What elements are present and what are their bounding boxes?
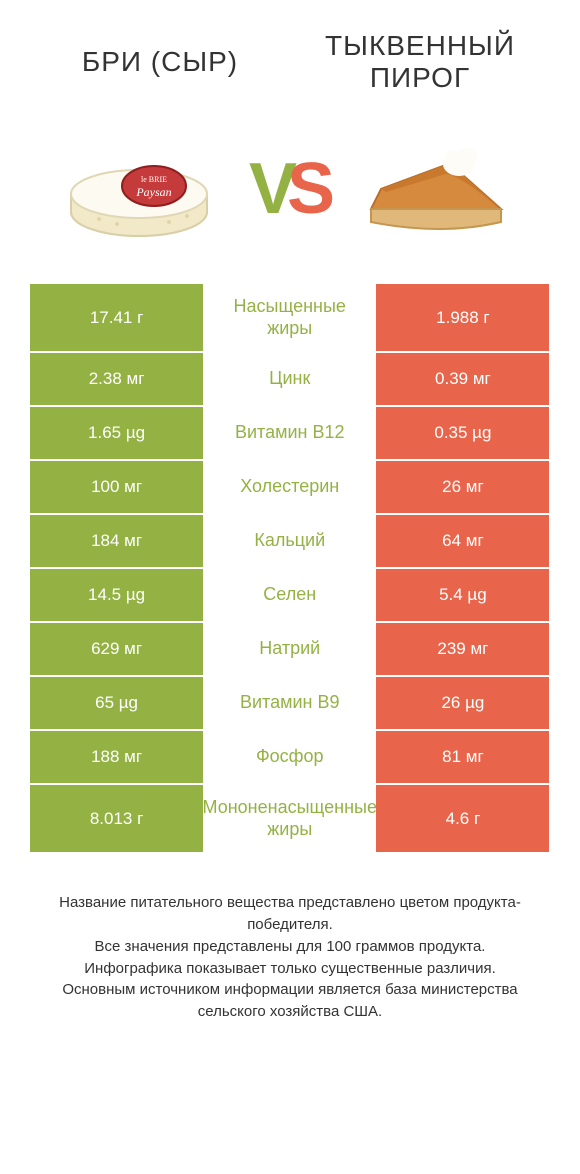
brie-image: le BRIE Paysan <box>59 124 229 254</box>
header-row: БРИ (СЫР) ТЫКВЕННЫЙ ПИРОГ <box>0 0 580 104</box>
right-value: 5.4 µg <box>376 569 549 621</box>
image-row: le BRIE Paysan V S <box>0 104 580 284</box>
right-food-title: ТЫКВЕННЫЙ ПИРОГ <box>290 30 550 94</box>
nutrient-table: 17.41 гНасыщенные жиры1.988 г2.38 мгЦинк… <box>0 284 580 852</box>
table-row: 2.38 мгЦинк0.39 мг <box>30 351 550 405</box>
table-row: 65 µgВитамин B926 µg <box>30 675 550 729</box>
footnote: Название питательного вещества представл… <box>0 852 580 1043</box>
left-value: 14.5 µg <box>30 569 203 621</box>
table-row: 629 мгНатрий239 мг <box>30 621 550 675</box>
vs-s: S <box>287 148 331 230</box>
right-value: 239 мг <box>376 623 549 675</box>
nutrient-label: Цинк <box>203 353 376 405</box>
left-value: 629 мг <box>30 623 203 675</box>
nutrient-label: Фосфор <box>203 731 376 783</box>
table-row: 188 мгФосфор81 мг <box>30 729 550 783</box>
right-value: 0.39 мг <box>376 353 549 405</box>
brie-icon: le BRIE Paysan <box>59 124 229 254</box>
vs-label: V S <box>249 148 331 230</box>
left-value: 188 мг <box>30 731 203 783</box>
table-row: 8.013 гМононенасыщенные жиры4.6 г <box>30 783 550 852</box>
nutrient-label: Кальций <box>203 515 376 567</box>
right-value: 26 мг <box>376 461 549 513</box>
left-value: 2.38 мг <box>30 353 203 405</box>
table-row: 100 мгХолестерин26 мг <box>30 459 550 513</box>
table-row: 184 мгКальций64 мг <box>30 513 550 567</box>
footnote-text: Название питательного вещества представл… <box>59 894 521 1020</box>
right-value: 4.6 г <box>376 785 549 852</box>
right-value: 81 мг <box>376 731 549 783</box>
table-row: 14.5 µgСелен5.4 µg <box>30 567 550 621</box>
left-value: 184 мг <box>30 515 203 567</box>
left-food-title: БРИ (СЫР) <box>30 46 290 78</box>
right-value: 1.988 г <box>376 284 549 351</box>
svg-text:Paysan: Paysan <box>135 185 171 199</box>
right-value: 0.35 µg <box>376 407 549 459</box>
right-value: 26 µg <box>376 677 549 729</box>
table-row: 17.41 гНасыщенные жиры1.988 г <box>30 284 550 351</box>
svg-text:le BRIE: le BRIE <box>141 175 167 184</box>
nutrient-label: Насыщенные жиры <box>203 284 376 351</box>
nutrient-label: Витамин B12 <box>203 407 376 459</box>
nutrient-label: Селен <box>203 569 376 621</box>
nutrient-label: Витамин B9 <box>203 677 376 729</box>
left-value: 8.013 г <box>30 785 203 852</box>
nutrient-label: Мононенасыщенные жиры <box>203 785 376 852</box>
left-value: 1.65 µg <box>30 407 203 459</box>
table-row: 1.65 µgВитамин B120.35 µg <box>30 405 550 459</box>
pumpkin-pie-icon <box>351 124 521 254</box>
left-value: 100 мг <box>30 461 203 513</box>
left-value: 65 µg <box>30 677 203 729</box>
pie-image <box>351 124 521 254</box>
right-value: 64 мг <box>376 515 549 567</box>
nutrient-label: Холестерин <box>203 461 376 513</box>
left-value: 17.41 г <box>30 284 203 351</box>
nutrient-label: Натрий <box>203 623 376 675</box>
